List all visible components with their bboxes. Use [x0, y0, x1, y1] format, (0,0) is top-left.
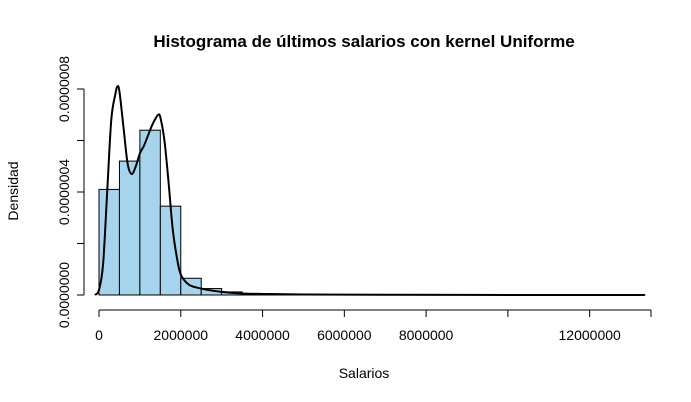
density-curve: [94, 85, 646, 297]
x-tick-label-4: 8000000: [399, 327, 454, 343]
x-tick-label-2: 4000000: [235, 327, 290, 343]
y-tick-label-4: 0.0000008: [56, 56, 72, 122]
density-curve-group: [94, 85, 646, 297]
histogram-bars: [98, 129, 304, 296]
x-axis: 0 2000000 4000000 6000000 8000000 12000000: [95, 309, 652, 343]
histogram-bar-3: [159, 205, 182, 296]
x-tick-label-0: 0: [95, 327, 103, 343]
chart-title: Histograma de últimos salarios con kerne…: [153, 32, 574, 51]
x-tick-label-3: 6000000: [317, 327, 372, 343]
x-axis-label: Salarios: [339, 365, 390, 381]
histogram-bar-1: [118, 160, 141, 296]
y-axis-label: Densidad: [5, 161, 21, 220]
x-tick-label-1: 2000000: [154, 327, 209, 343]
y-tick-label-0: 0.0000000: [56, 262, 72, 328]
y-axis: 0.0000000 0.0000004 0.0000008: [56, 56, 85, 328]
x-tick-label-6: 12000000: [559, 327, 622, 343]
histogram-bar-2: [139, 129, 161, 296]
y-tick-label-2: 0.0000004: [56, 159, 72, 225]
